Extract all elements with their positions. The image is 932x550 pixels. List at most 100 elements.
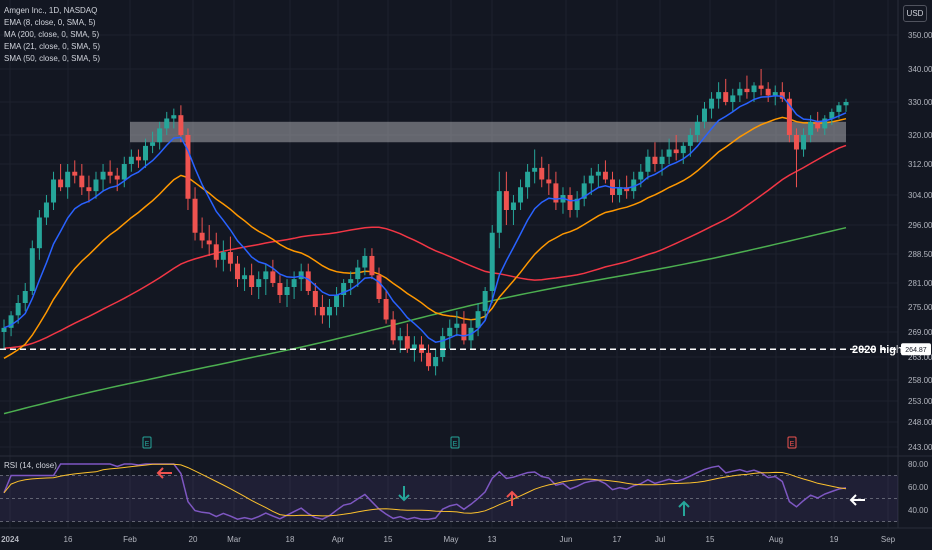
candle-body — [758, 85, 764, 89]
currency-button[interactable]: USD — [903, 5, 927, 22]
sell-signal-arrow — [506, 490, 518, 506]
candle-body — [22, 291, 28, 303]
x-tick-label: 19 — [830, 535, 839, 544]
candle-body — [687, 135, 693, 146]
candle-body — [135, 156, 141, 161]
candle-body — [319, 307, 325, 316]
candle-body — [157, 128, 163, 143]
candle-body — [801, 135, 807, 150]
current-signal-arrow — [849, 494, 865, 506]
candle-body — [291, 279, 297, 287]
x-tick-label: 13 — [488, 535, 497, 544]
ema8-legend[interactable]: EMA (8, close, 0, SMA, 5) — [4, 18, 96, 27]
x-tick-label: Apr — [332, 535, 345, 544]
candle-body — [567, 195, 573, 210]
ema21-line — [3, 116, 847, 359]
candle-body — [595, 171, 601, 176]
x-tick-label: Feb — [123, 535, 137, 544]
candle-body — [355, 267, 361, 280]
ema8-path — [3, 94, 847, 343]
candle-body — [433, 357, 439, 367]
x-tick-label: 18 — [286, 535, 295, 544]
candle-body — [411, 344, 417, 349]
candle-body — [475, 311, 481, 328]
candles — [1, 69, 849, 376]
candle-body — [489, 232, 495, 291]
ma200-legend[interactable]: MA (200, close, 0, SMA, 5) — [4, 30, 100, 39]
x-tick-label: May — [443, 535, 458, 544]
rsi-ma-line — [3, 463, 847, 517]
candle-body — [518, 187, 524, 203]
candle-body — [1, 327, 7, 332]
candle-body — [192, 198, 198, 233]
candle-body — [772, 92, 778, 96]
arrow-shape — [506, 490, 518, 506]
candle-body — [843, 102, 849, 106]
candle-body — [383, 299, 389, 320]
y-tick-label: 312.00 — [908, 160, 932, 169]
candle-body — [836, 105, 842, 112]
candle-body — [284, 287, 290, 295]
candle-body — [43, 202, 49, 218]
y-tick-label: 258.00 — [908, 376, 932, 385]
candle-body — [815, 121, 821, 129]
sma50-legend[interactable]: SMA (50, close, 0, SMA, 5) — [4, 54, 101, 63]
earnings-letter: E — [790, 441, 795, 448]
candle-body — [546, 179, 552, 184]
candle-body — [659, 156, 665, 164]
rsi-tick-label: 40.00 — [908, 506, 929, 515]
candle-body — [652, 156, 658, 164]
y-tick-label: 320.00 — [908, 131, 932, 140]
y-tick-label: 288.50 — [908, 250, 932, 259]
candle-body — [107, 171, 113, 176]
candle-body — [588, 175, 594, 184]
rsi-line — [3, 463, 847, 520]
candle-body — [397, 336, 403, 341]
candle-body — [539, 167, 545, 180]
earnings-icon — [450, 436, 460, 449]
x-tick-label: 15 — [384, 535, 393, 544]
price-axis: 350.00 340.00 330.00 320.00 312.00 304.00 296.… — [897, 0, 932, 528]
candle-body — [461, 323, 467, 341]
2020-high-label: 2020 high — [852, 344, 903, 356]
candle-body — [510, 202, 516, 210]
candle-body — [426, 352, 432, 367]
candle-body — [369, 255, 375, 276]
candle-body — [171, 115, 177, 119]
candle-body — [178, 115, 184, 135]
candle-body — [723, 92, 729, 102]
x-tick-label: 20 — [189, 535, 198, 544]
candle-body — [128, 156, 134, 164]
candle-body — [249, 275, 255, 287]
candle-body — [737, 88, 743, 96]
candle-body — [532, 167, 538, 172]
price-label: 264.87 — [905, 347, 927, 354]
candle-body — [8, 315, 14, 328]
candle-body — [645, 156, 651, 172]
candle-body — [93, 179, 99, 192]
rsi-legend[interactable]: RSI (14, close) — [4, 461, 57, 470]
candle-body — [624, 187, 630, 192]
candle-body — [334, 295, 340, 307]
candle-body — [765, 88, 771, 96]
earnings-letter: E — [453, 441, 458, 448]
candle-body — [694, 121, 700, 135]
y-tick-label: 350.00 — [908, 31, 932, 40]
y-tick-label: 248.00 — [908, 418, 932, 427]
ma200-path — [3, 226, 847, 415]
candle-body — [185, 135, 191, 199]
ema21-legend[interactable]: EMA (21, close, 0, SMA, 5) — [4, 42, 101, 51]
x-tick-label: 16 — [64, 535, 73, 544]
arrow-shape — [678, 500, 690, 516]
sma50-path — [3, 144, 847, 349]
y-tick-label: 263.00 — [908, 353, 932, 362]
candle-body — [72, 171, 78, 176]
chart-legend: Amgen Inc., 1D, NASDAQ EMA (8, close, 0,… — [4, 5, 100, 65]
x-tick-label: Jun — [560, 535, 573, 544]
buy-signal-arrow — [398, 486, 410, 502]
candle-body — [482, 291, 488, 312]
candle-body — [227, 252, 233, 264]
candle-body — [277, 283, 283, 295]
candle-body — [574, 198, 580, 210]
